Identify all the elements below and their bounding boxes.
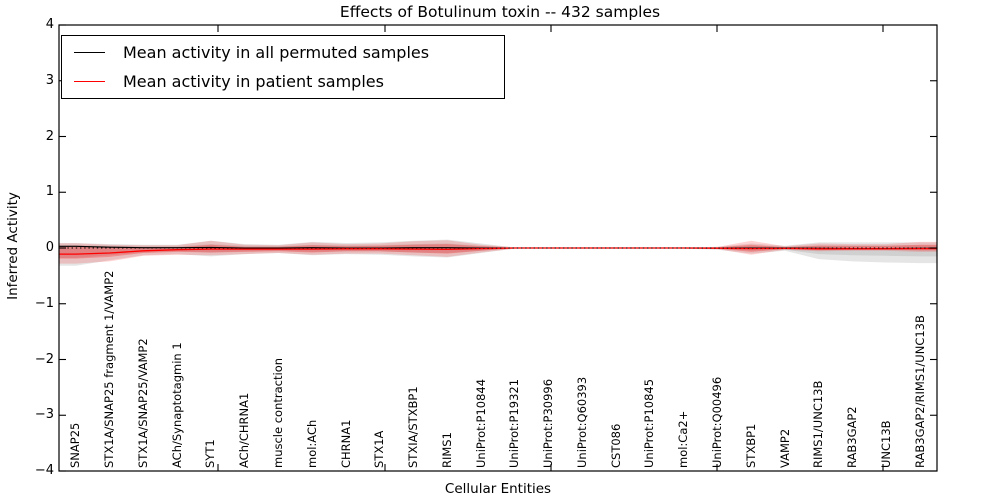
y-tick-label: −2 — [34, 351, 54, 367]
y-tick-label: 2 — [45, 128, 54, 144]
x-category-label: STXIA/STXBP1 — [406, 386, 421, 468]
x-category-label: muscle contraction — [271, 357, 285, 468]
patient-samples-range-outer-band — [59, 240, 937, 264]
x-category-label: ACh/Synaptotagmin 1 — [169, 342, 184, 468]
legend-item-patient: Mean activity in patient samples — [62, 67, 504, 96]
x-category-label: STX1A/SNAP25 fragment 1/VAMP2 — [102, 270, 117, 468]
chart-title: Effects of Botulinum toxin -- 432 sample… — [339, 3, 661, 21]
legend-line-sample-red — [74, 81, 105, 82]
x-category-label: VAMP2 — [777, 428, 792, 468]
x-axis-label: Cellular Entities — [444, 481, 552, 497]
x-category-label: RAB3GAP2 — [845, 406, 860, 468]
x-category-label: RAB3GAP2/RIMS1/UNC13B — [912, 315, 927, 468]
x-category-label: STX1A — [372, 430, 387, 468]
x-category-label: STXBP1 — [743, 423, 758, 468]
x-category-label: mol:ACh — [304, 419, 319, 468]
x-category-label: UniProt:P10844 — [473, 378, 488, 468]
legend-line-sample-black — [74, 52, 105, 53]
confidence-bands — [59, 239, 937, 266]
x-category-label: UNC13B — [878, 420, 893, 468]
x-category-label: UniProt:Q00496 — [710, 376, 724, 468]
x-category-label: SYT1 — [203, 439, 218, 468]
x-category-label: RIMS1 — [439, 432, 454, 468]
y-tick-label: 1 — [45, 184, 54, 200]
x-category-label: RIMS1/UNC13B — [811, 380, 826, 468]
x-category-label: UniProt:P10845 — [642, 378, 657, 468]
legend-label: Mean activity in patient samples — [123, 72, 384, 91]
y-tick-label: 4 — [45, 17, 54, 32]
permuted-samples-range-outer-band — [59, 239, 937, 266]
x-category-label: UniProt:Q60393 — [574, 376, 589, 468]
y-tick-label: −4 — [34, 463, 54, 478]
y-tick-label: −3 — [34, 407, 54, 423]
series-line-1 — [59, 247, 937, 255]
x-category-label: UniProt:P19321 — [507, 378, 522, 468]
y-tick-label: 0 — [45, 240, 54, 255]
axis-ticks — [59, 24, 937, 472]
x-category-label: CST086 — [608, 423, 623, 468]
x-category-label: CHRNA1 — [338, 419, 353, 468]
legend-item-permuted: Mean activity in all permuted samples — [62, 38, 504, 67]
y-tick-label: 3 — [45, 72, 54, 88]
x-category-label: UniProt:P30996 — [541, 378, 556, 468]
y-tick-label: −1 — [34, 295, 54, 311]
legend: Mean activity in all permuted samples Me… — [61, 35, 505, 99]
x-category-label: STX1A/SNAP25/VAMP2 — [135, 338, 150, 468]
x-category-label: SNAP25 — [68, 422, 83, 468]
permuted-samples-range-inner-band — [59, 243, 937, 258]
x-category-label: mol:Ca2+ — [676, 410, 691, 468]
x-category-label: ACh/CHRNA1 — [237, 392, 252, 468]
legend-label: Mean activity in all permuted samples — [123, 43, 430, 62]
